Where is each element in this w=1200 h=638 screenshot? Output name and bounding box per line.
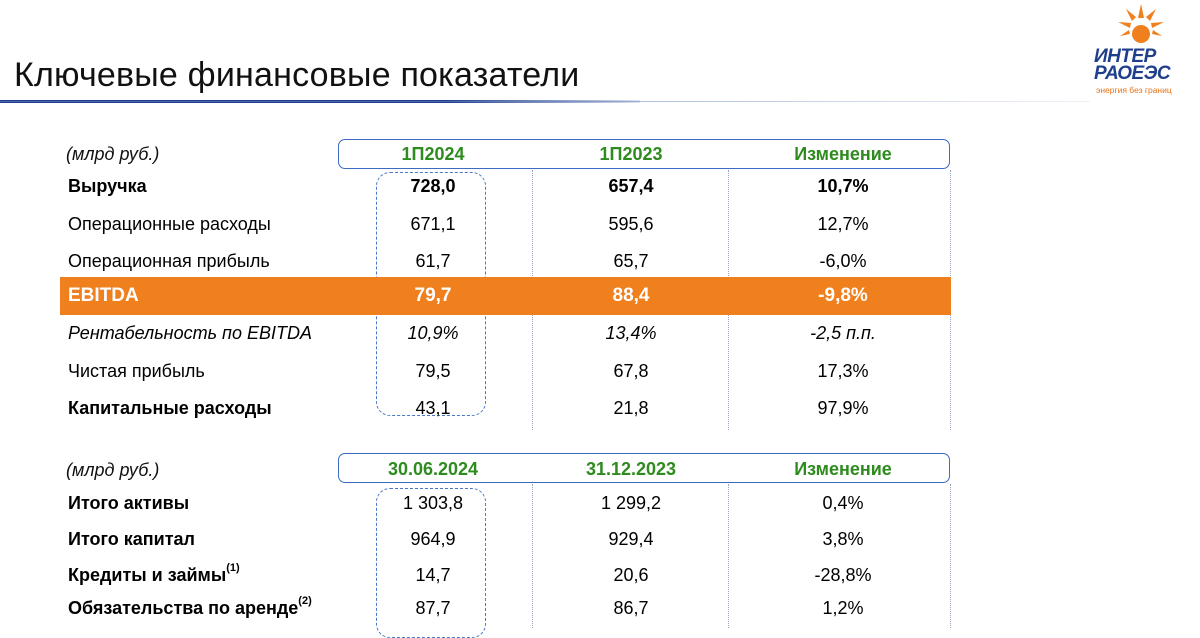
- row-label: Операционная прибыль: [68, 251, 270, 271]
- column-separator: [950, 484, 951, 628]
- row-label: EBITDA: [68, 285, 139, 306]
- table1-header-change: Изменение: [794, 144, 892, 164]
- footnote-marker: (1): [226, 562, 240, 574]
- table-row-net-profit: Чистая прибыль 79,5 67,8 17,3%: [0, 361, 1200, 395]
- cell-value: 79,5: [415, 361, 451, 381]
- cell-value: 65,7: [613, 251, 649, 271]
- table-row-revenue: Выручка 728,0 657,4 10,7%: [0, 176, 1200, 210]
- company-logo: ИНТЕР РАОЕЭС энергия без границ: [1086, 4, 1196, 104]
- table2-header-date2: 31.12.2023: [585, 459, 677, 479]
- cell-value: 87,7: [415, 598, 451, 618]
- logo-text-top: ИНТЕР: [1094, 46, 1156, 67]
- cell-value: -9,8%: [818, 285, 868, 306]
- cell-value: 13,4%: [605, 323, 657, 343]
- table1-header-period2: 1П2023: [599, 144, 663, 164]
- table1-header-pill: [338, 139, 950, 169]
- cell-value: -2,5 п.п.: [810, 323, 876, 343]
- cell-value: 88,4: [612, 285, 650, 306]
- row-label: Капитальные расходы: [68, 398, 272, 418]
- cell-value: 10,9%: [407, 323, 459, 343]
- row-label: Операционные расходы: [68, 214, 271, 234]
- row-label: Итого капитал: [68, 529, 195, 549]
- cell-value: 14,7: [415, 565, 451, 585]
- cell-value: 657,4: [608, 176, 654, 196]
- column-separator: [532, 484, 533, 628]
- row-label-text: Обязательства по аренде: [68, 598, 299, 618]
- cell-value: 21,8: [613, 398, 649, 418]
- cell-value: -6,0%: [819, 251, 867, 271]
- logo-text-bottom: РАОЕЭС: [1094, 63, 1171, 84]
- table-row-operating-profit: Операционная прибыль 61,7 65,7 -6,0%: [0, 251, 1200, 285]
- cell-value: 1,2%: [822, 598, 864, 618]
- cell-value: 17,3%: [817, 361, 869, 381]
- cell-value: 79,7: [414, 285, 452, 306]
- cell-value: 1 299,2: [600, 493, 662, 513]
- table2-header-date1: 30.06.2024: [387, 459, 479, 479]
- sun-icon: [1118, 4, 1164, 43]
- table-row-total-assets: Итого активы 1 303,8 1 299,2 0,4%: [0, 493, 1200, 527]
- column-separator: [728, 484, 729, 628]
- table2-header-pill: [338, 453, 950, 483]
- table1-header-period1: 1П2024: [401, 144, 465, 164]
- row-label: Чистая прибыль: [68, 361, 205, 381]
- cell-value: 671,1: [410, 214, 456, 234]
- cell-value: 595,6: [608, 214, 654, 234]
- footnote-marker: (2): [298, 595, 312, 607]
- row-label: Выручка: [68, 176, 147, 196]
- cell-value: 10,7%: [817, 176, 869, 196]
- cell-value: 1 303,8: [402, 493, 464, 513]
- table-row-ebitda-margin: Рентабельность по EBITDA 10,9% 13,4% -2,…: [0, 323, 1200, 357]
- cell-value: 20,6: [613, 565, 649, 585]
- table-row-total-equity: Итого капитал 964,9 929,4 3,8%: [0, 529, 1200, 563]
- cell-value: 61,7: [415, 251, 451, 271]
- table2-header-change: Изменение: [794, 459, 892, 479]
- row-label: Рентабельность по EBITDA: [68, 323, 312, 343]
- cell-value: 12,7%: [817, 214, 869, 234]
- cell-value: 86,7: [613, 598, 649, 618]
- cell-value: 929,4: [608, 529, 654, 549]
- cell-value: 964,9: [410, 529, 456, 549]
- cell-value: -28,8%: [814, 565, 872, 585]
- row-label-text: Кредиты и займы: [68, 565, 227, 585]
- cell-value: 0,4%: [822, 493, 864, 513]
- table-row-opex: Операционные расходы 671,1 595,6 12,7%: [0, 214, 1200, 248]
- cell-value: 67,8: [613, 361, 649, 381]
- cell-value: 97,9%: [817, 398, 869, 418]
- table-row-ebitda: EBITDA 79,7 88,4 -9,8%: [60, 277, 951, 315]
- cell-value: 3,8%: [822, 529, 864, 549]
- table2-unit: (млрд руб.): [66, 460, 160, 480]
- row-label: Итого активы: [68, 493, 190, 513]
- table1-unit: (млрд руб.): [66, 144, 160, 164]
- table-row-capex: Капитальные расходы 43,1 21,8 97,9%: [0, 398, 1200, 432]
- title-underline-thin: [0, 101, 1090, 102]
- logo-tagline: энергия без границ: [1096, 85, 1172, 95]
- table-row-lease-liabilities: Обязательства по аренде(2) 87,7 86,7 1,2…: [0, 595, 1200, 632]
- cell-value: 728,0: [410, 176, 456, 196]
- row-label: Кредиты и займы(1): [68, 562, 240, 586]
- table-row-loans: Кредиты и займы(1) 14,7 20,6 -28,8%: [0, 562, 1200, 599]
- row-label: Обязательства по аренде(2): [68, 595, 312, 619]
- page-title: Ключевые финансовые показатели: [14, 56, 580, 94]
- cell-value: 43,1: [415, 398, 451, 418]
